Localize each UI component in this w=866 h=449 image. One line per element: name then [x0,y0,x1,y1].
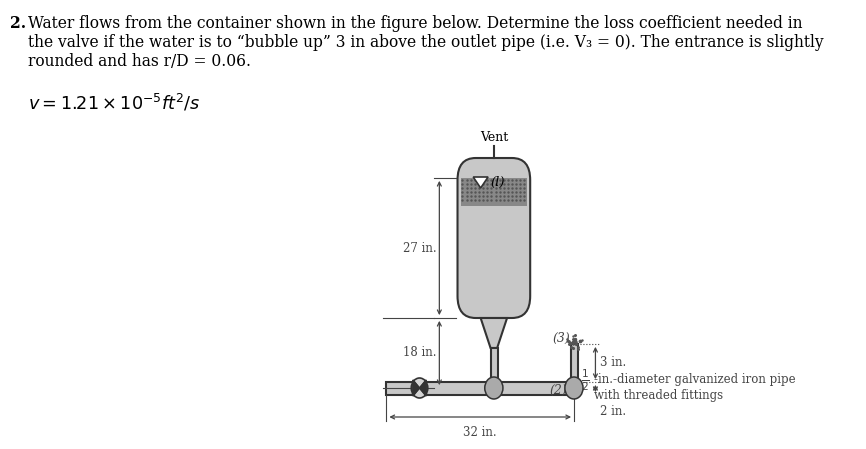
FancyBboxPatch shape [457,158,530,318]
Text: Vent: Vent [480,131,508,144]
Text: (3): (3) [553,331,570,344]
Circle shape [485,377,503,399]
Polygon shape [419,380,426,396]
Text: 27 in.: 27 in. [404,242,436,255]
Text: 3 in.: 3 in. [600,357,627,370]
Text: 32 in.: 32 in. [463,426,497,439]
Text: rounded and has r/D = 0.06.: rounded and has r/D = 0.06. [28,53,251,70]
Circle shape [411,378,428,398]
Bar [461,178,527,206]
Text: $\frac{1}{2}$: $\frac{1}{2}$ [580,367,590,393]
Text: $v = 1.21 \times 10^{-5}ft^2/s$: $v = 1.21 \times 10^{-5}ft^2/s$ [28,92,201,113]
Text: Water flows from the container shown in the figure below. Determine the loss coe: Water flows from the container shown in … [28,15,803,32]
Polygon shape [481,318,507,348]
Text: 2 in.: 2 in. [600,405,626,418]
Bar [490,348,498,388]
Polygon shape [473,177,488,188]
Text: 18 in.: 18 in. [404,347,436,360]
Bar [571,344,578,382]
Text: (l): (l) [490,176,505,189]
Polygon shape [413,380,419,396]
Bar [386,382,574,395]
Polygon shape [413,380,419,396]
Polygon shape [419,380,426,396]
Circle shape [565,377,583,399]
Text: (2): (2) [549,384,567,397]
Text: -in.-diameter galvanized iron pipe: -in.-diameter galvanized iron pipe [594,374,795,387]
Text: the valve if the water is to “bubble up” 3 in above the outlet pipe (i.e. V₃ = 0: the valve if the water is to “bubble up”… [28,34,824,51]
Text: 2.: 2. [10,15,26,32]
Text: with threaded fittings: with threaded fittings [594,389,723,402]
